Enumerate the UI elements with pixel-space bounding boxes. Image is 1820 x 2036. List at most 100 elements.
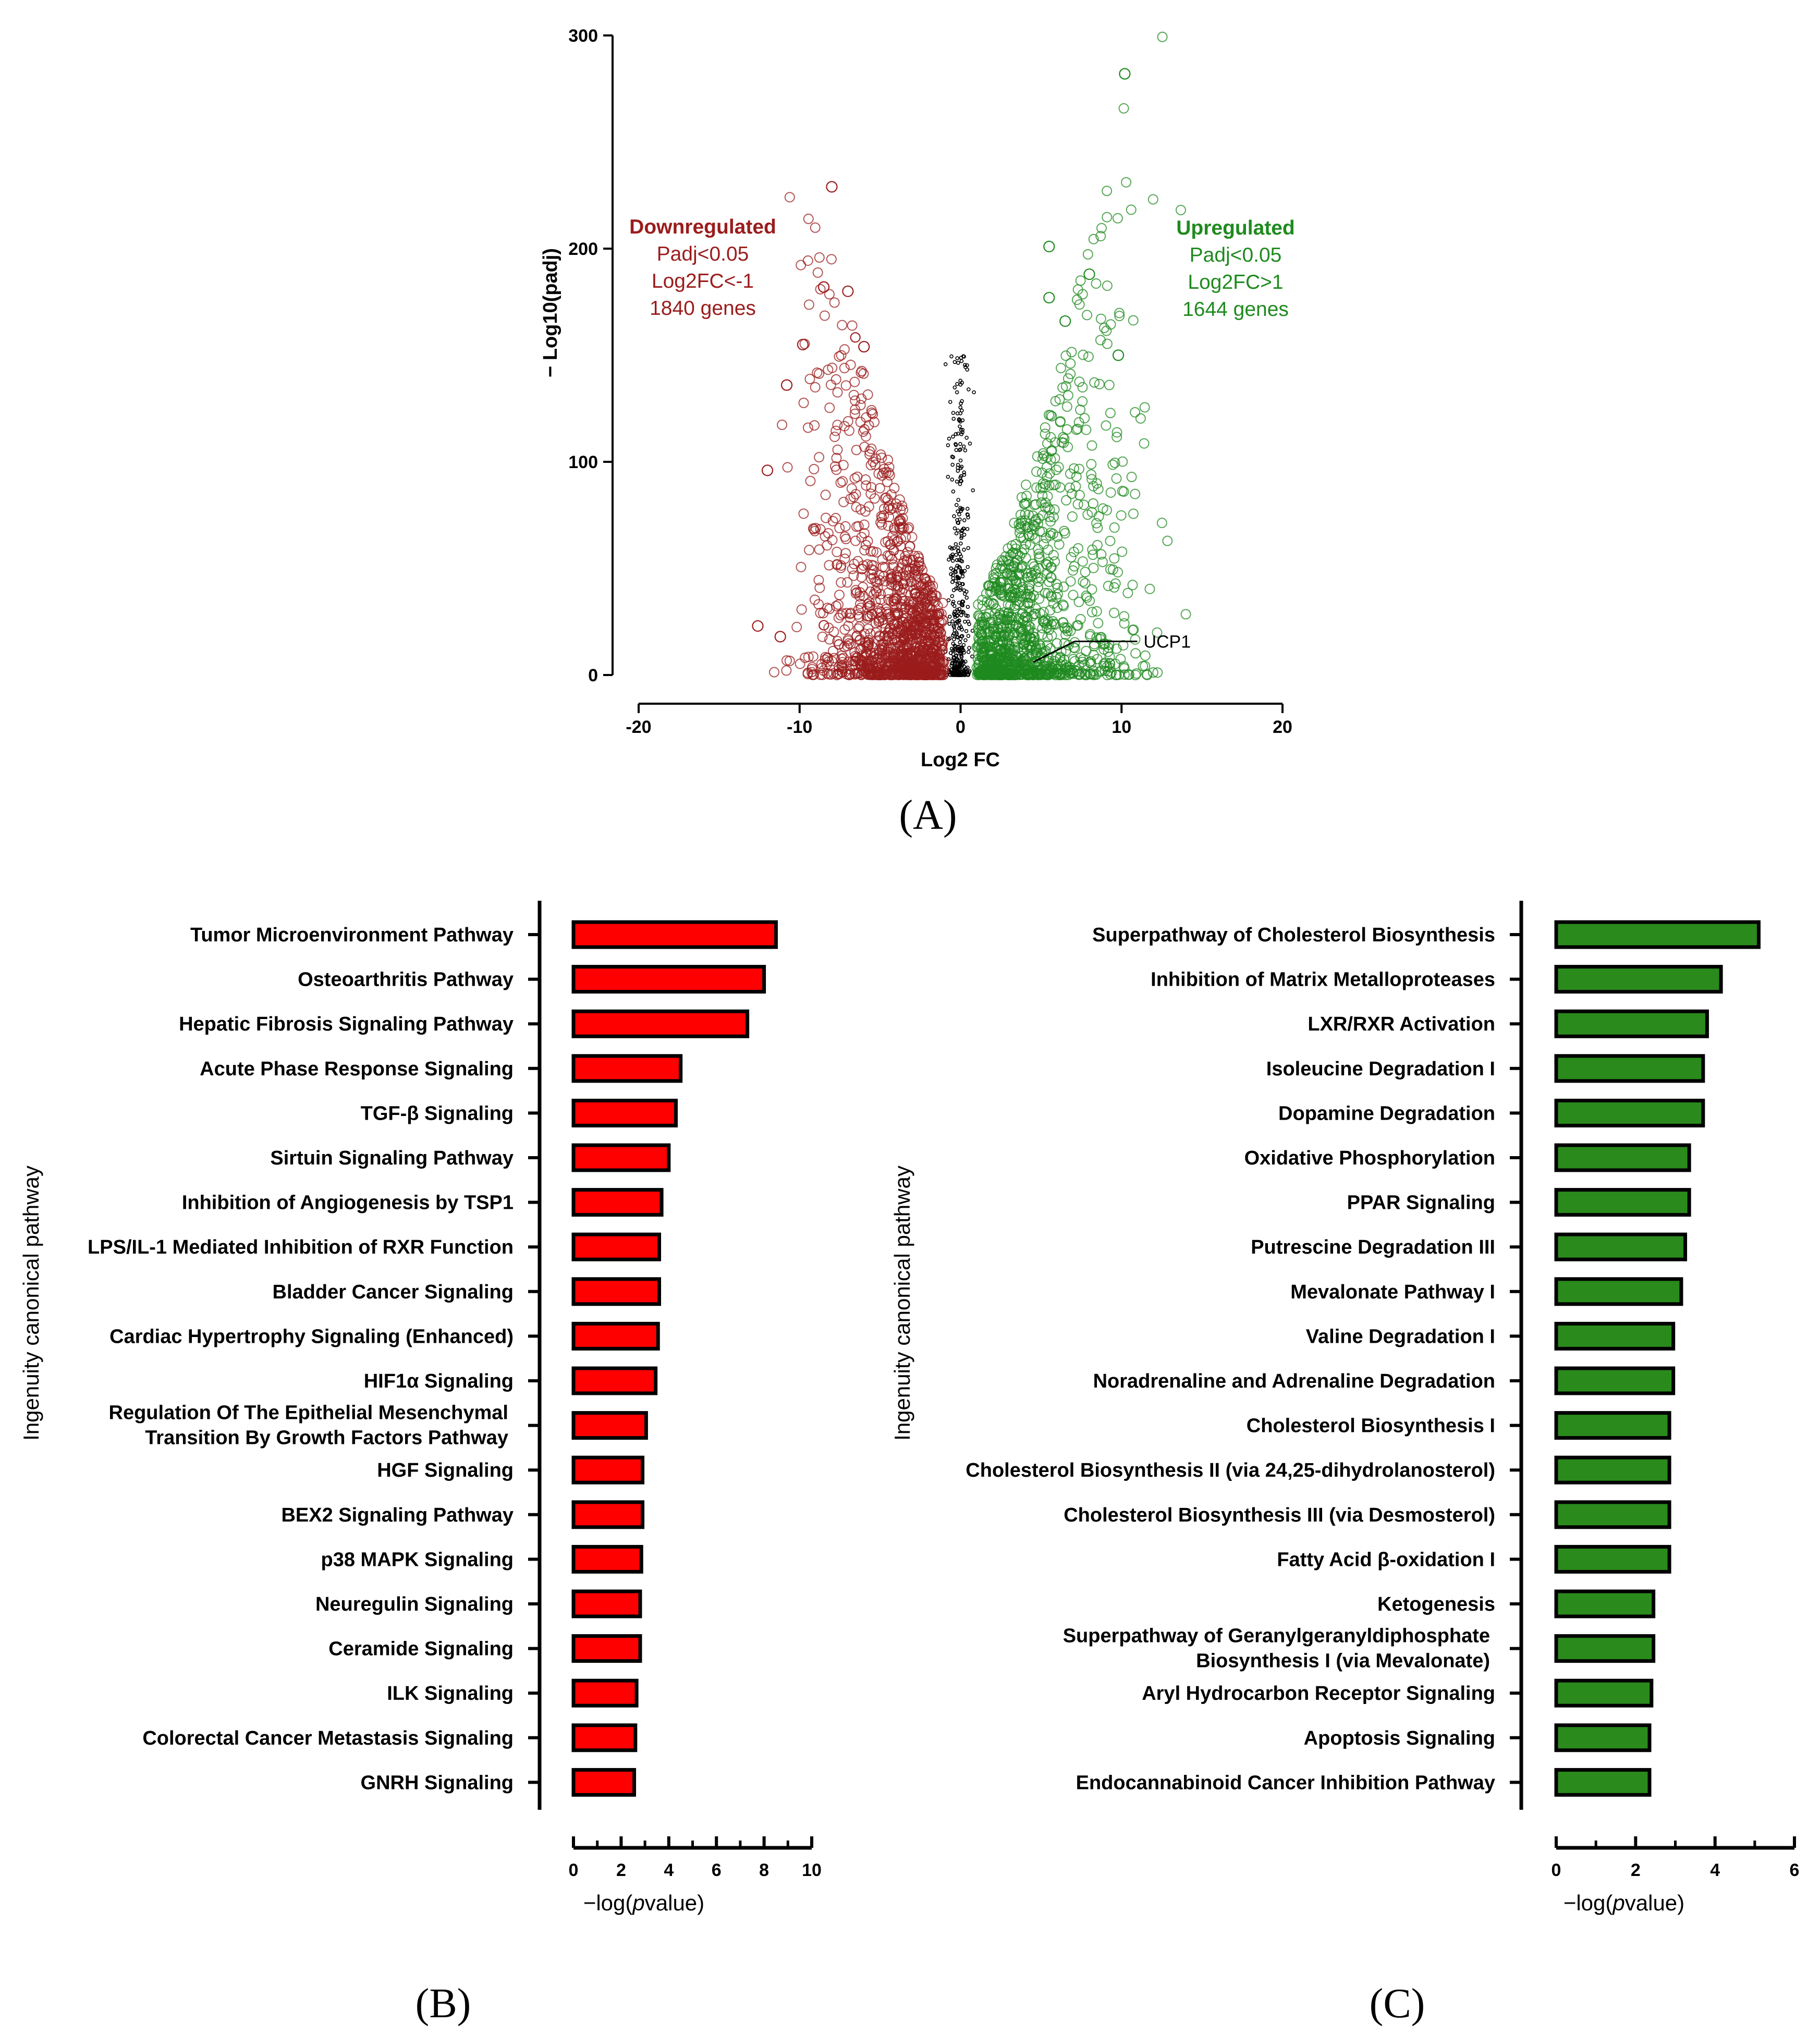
downregulated-point bbox=[825, 379, 836, 390]
upregulated-point bbox=[992, 666, 1003, 677]
downregulated-point bbox=[864, 449, 875, 460]
upregulated-point bbox=[1122, 587, 1133, 598]
nonsignificant-point bbox=[956, 361, 960, 365]
nonsignificant-point bbox=[943, 362, 948, 366]
bar bbox=[571, 1589, 642, 1618]
downregulated-point bbox=[864, 669, 875, 680]
upregulated-point bbox=[996, 631, 1007, 642]
downregulated-point bbox=[808, 523, 819, 534]
bar bbox=[1554, 1411, 1671, 1440]
upregulated-point bbox=[1088, 481, 1099, 492]
downregulated-point bbox=[902, 629, 913, 640]
nonsignificant-point bbox=[962, 651, 966, 655]
upregulated-point bbox=[1089, 377, 1100, 388]
downregulated-point bbox=[856, 563, 867, 574]
downregulated-point bbox=[768, 667, 779, 678]
upregulated-point bbox=[1010, 650, 1021, 661]
downregulated-point bbox=[869, 416, 880, 427]
upregulated-point bbox=[1016, 627, 1027, 637]
downregulated-point bbox=[802, 422, 813, 433]
upregulated-point bbox=[1044, 511, 1055, 522]
downregulated-point bbox=[796, 260, 807, 271]
nonsignificant-point bbox=[968, 441, 972, 446]
downregulated-point bbox=[866, 569, 877, 580]
upregulated-point bbox=[1078, 576, 1089, 587]
downregulated-point bbox=[870, 459, 881, 470]
bar bbox=[571, 965, 766, 994]
upregulated-point bbox=[1112, 213, 1123, 224]
category-label: Dopamine Degradation bbox=[1278, 1102, 1495, 1124]
upregulated-point bbox=[1019, 665, 1030, 676]
downregulated-point bbox=[830, 513, 841, 524]
nonsignificant-point bbox=[952, 360, 957, 364]
downregulated-point bbox=[854, 587, 865, 598]
nonsignificant-point bbox=[953, 644, 958, 649]
upregulated-point bbox=[1104, 379, 1115, 390]
nonsignificant-point bbox=[954, 654, 958, 658]
nonsignificant-point bbox=[959, 432, 964, 436]
upregulated-point bbox=[1118, 103, 1129, 114]
upregulated-point bbox=[1039, 538, 1049, 549]
upregulated-point bbox=[1067, 511, 1078, 522]
nonsignificant-point bbox=[951, 588, 956, 592]
downregulated-point bbox=[848, 492, 859, 502]
nonsignificant-point bbox=[964, 436, 969, 440]
upregulated-point bbox=[1045, 454, 1056, 465]
downregulated-point bbox=[878, 571, 889, 582]
upregulated-point bbox=[1118, 661, 1129, 672]
downregulated-point bbox=[866, 482, 877, 493]
category-label: GNRH Signaling bbox=[361, 1772, 514, 1794]
downregulated-point bbox=[803, 213, 814, 224]
nonsignificant-point bbox=[951, 623, 956, 628]
upregulated-point bbox=[1138, 660, 1149, 671]
bar bbox=[1554, 1634, 1656, 1663]
axes-c: 0 2 4 6 bbox=[1510, 901, 1799, 1880]
downregulated-point bbox=[832, 420, 843, 431]
upregulated-point bbox=[1072, 284, 1083, 295]
upregulated-point bbox=[1130, 669, 1141, 680]
category-label: Cardiac Hypertrophy Signaling (Enhanced) bbox=[109, 1326, 514, 1347]
downregulated-point bbox=[850, 332, 861, 343]
category-label: BEX2 Signaling Pathway bbox=[281, 1504, 514, 1526]
upregulated-point bbox=[1018, 639, 1029, 650]
downregulated-point bbox=[887, 530, 898, 541]
downregulated-point bbox=[781, 665, 792, 676]
nonsignificant-point bbox=[958, 647, 962, 652]
upregulated-point bbox=[1061, 495, 1072, 506]
highlight-point bbox=[797, 338, 809, 351]
bar-chart-upregulated-pathways: Superpathway of Cholesterol Biosynthesis… bbox=[890, 901, 1799, 2027]
category-label: Noradrenaline and Adrenaline Degradation bbox=[1093, 1370, 1495, 1392]
upregulated-point bbox=[991, 669, 1002, 680]
highlight-point bbox=[780, 379, 793, 391]
upregulated-point bbox=[1027, 648, 1037, 659]
upregulated-point bbox=[986, 642, 997, 653]
downregulated-point bbox=[905, 581, 915, 592]
downregulated-point bbox=[881, 492, 891, 503]
upregulated-point bbox=[1014, 528, 1025, 538]
upregulated-point bbox=[1117, 456, 1128, 467]
nonsignificant-point bbox=[949, 670, 954, 674]
upregulated-point bbox=[1081, 669, 1092, 680]
nonsignificant-point bbox=[951, 599, 956, 604]
downregulated-point bbox=[826, 254, 837, 265]
upregulated-point bbox=[1059, 528, 1070, 539]
upregulated-point bbox=[1065, 576, 1076, 587]
upregulated-point bbox=[1105, 535, 1116, 546]
downregulated-point bbox=[850, 588, 861, 599]
nonsignificant-point bbox=[955, 658, 959, 663]
upregulated-point bbox=[1021, 522, 1032, 533]
nonsignificant-point bbox=[971, 488, 975, 493]
nonsignificant-point bbox=[958, 441, 962, 446]
upregulated-point bbox=[1071, 666, 1082, 677]
downregulated-point bbox=[849, 473, 860, 484]
volcano-y-tick-label: 300 bbox=[568, 26, 598, 46]
downregulated-point bbox=[842, 577, 853, 588]
downregulated-point bbox=[883, 642, 894, 653]
nonsignificant-point bbox=[961, 643, 966, 647]
upregulated-point bbox=[979, 669, 990, 680]
nonsignificant-point bbox=[958, 640, 962, 645]
upregulated-point bbox=[976, 636, 987, 647]
downregulated-point bbox=[831, 464, 842, 475]
upregulated-point bbox=[1086, 474, 1097, 485]
upregulated-point bbox=[1069, 463, 1080, 474]
